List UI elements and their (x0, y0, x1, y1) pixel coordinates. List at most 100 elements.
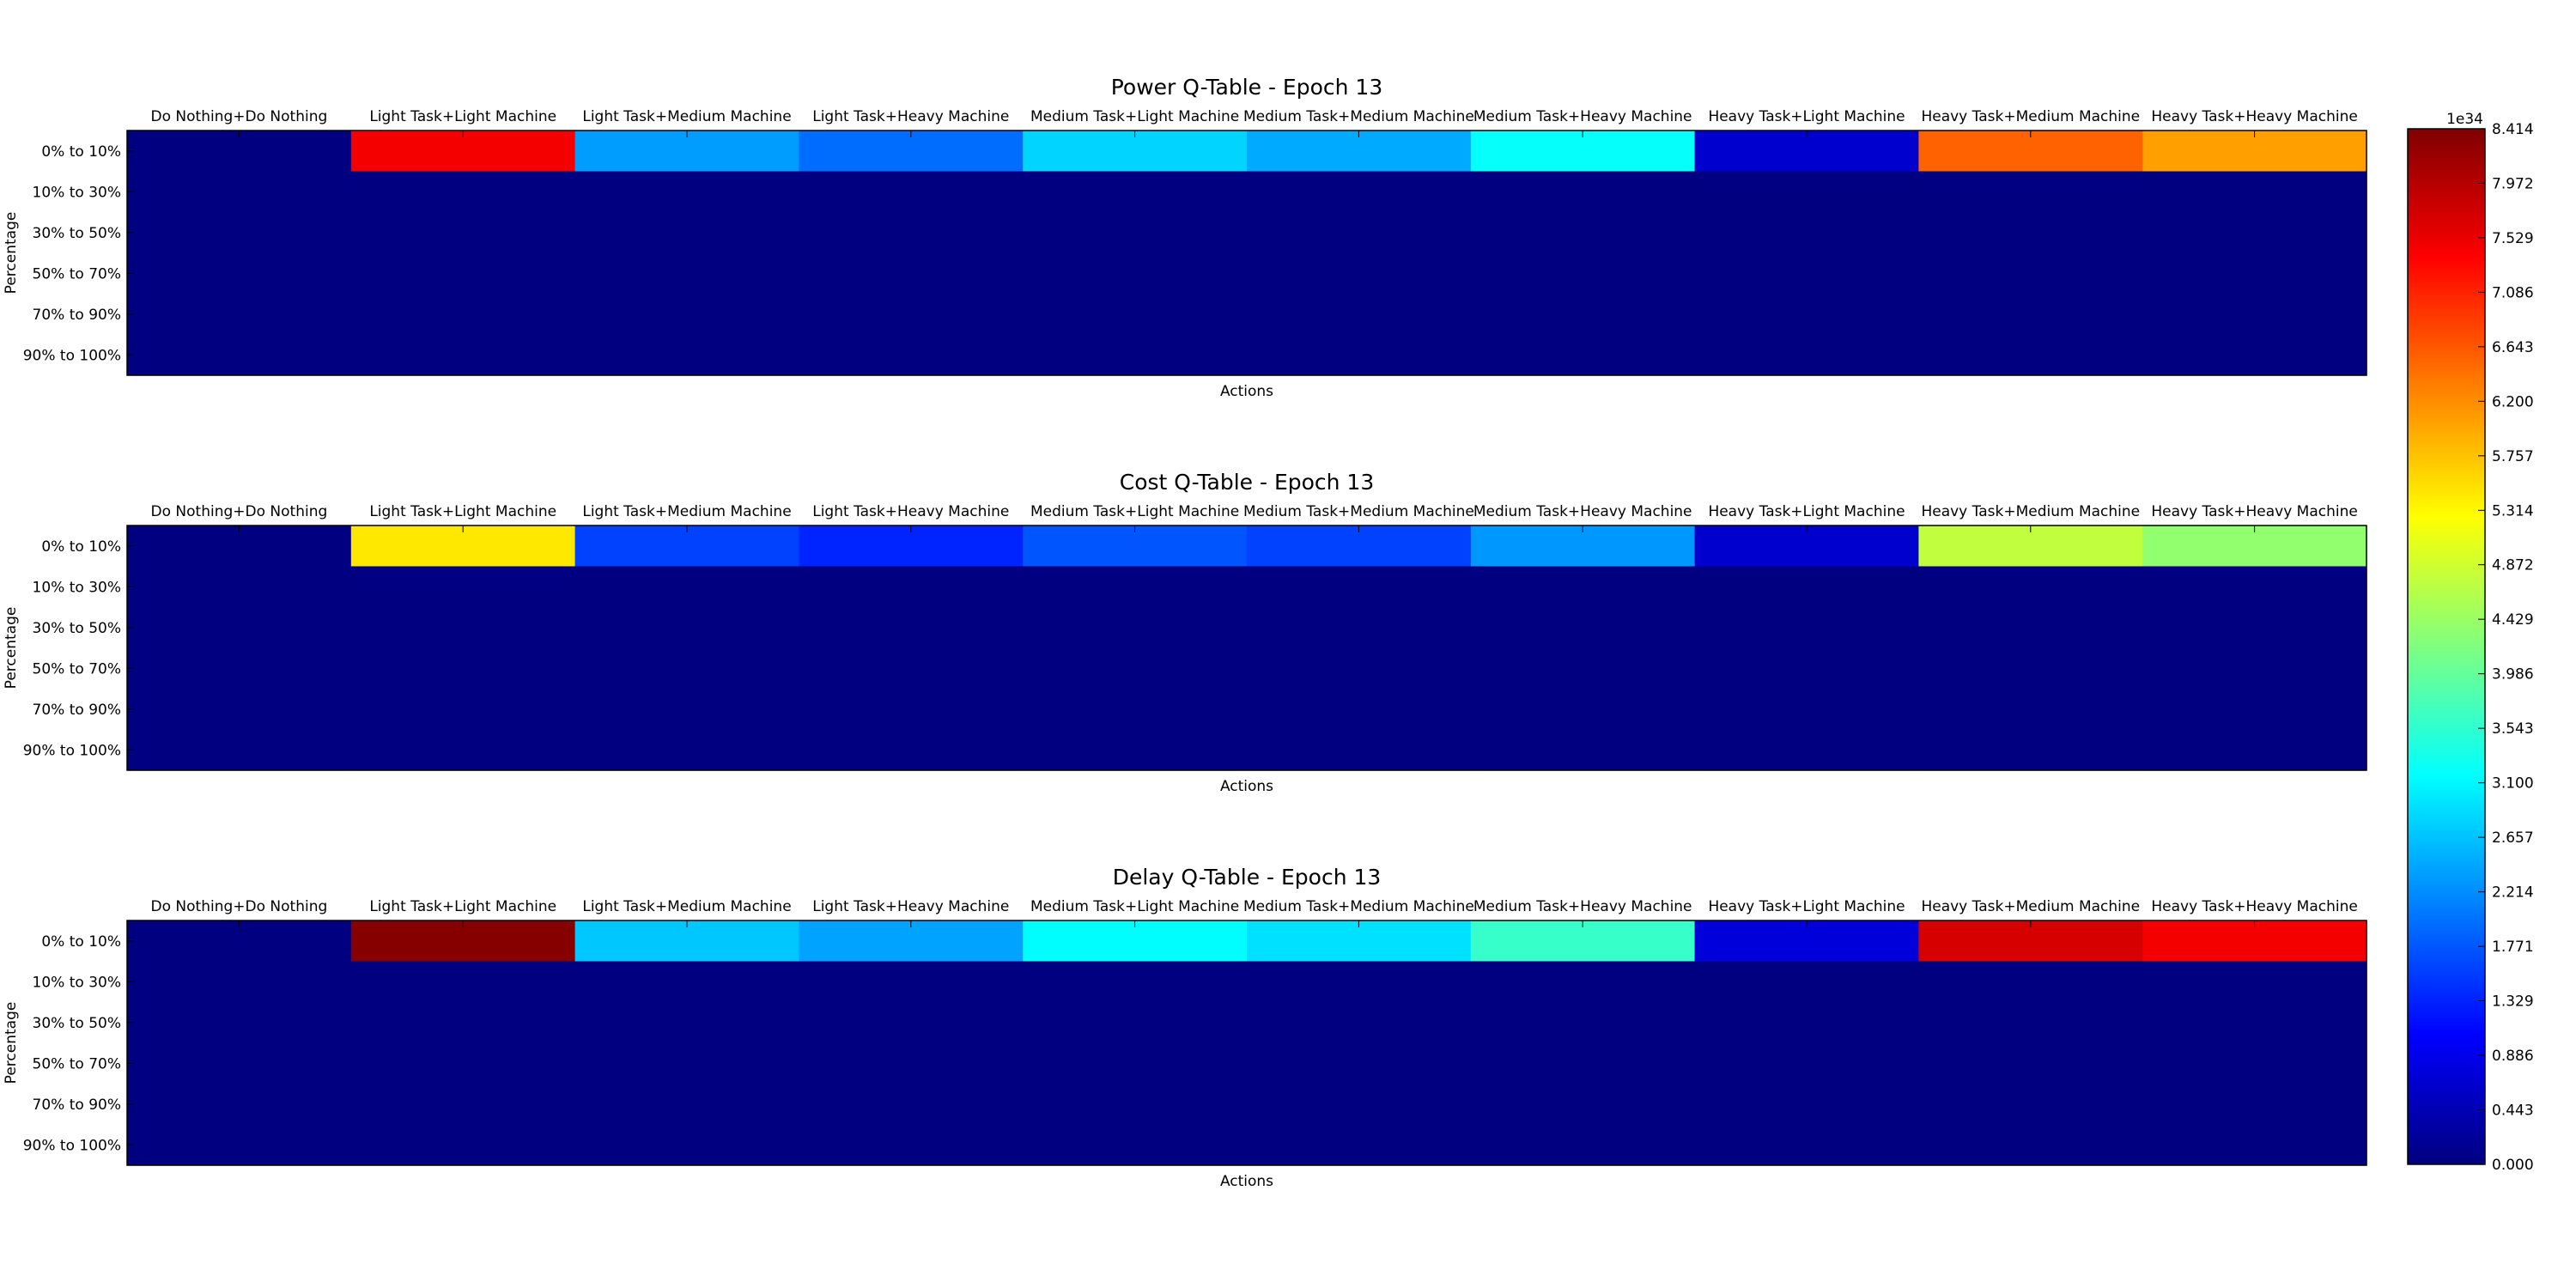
colorbar-tick-label: 3.100 (2492, 775, 2534, 793)
heatmap-cell (799, 961, 1024, 1003)
chart-title: Delay Q-Table - Epoch 13 (1113, 865, 1382, 890)
heatmap-cell (1247, 294, 1472, 336)
heatmap-cell (350, 920, 576, 963)
heatmap-cell (1247, 212, 1472, 254)
heatmap-cell (1247, 1042, 1472, 1084)
heatmap-cell (1470, 920, 1696, 963)
heatmap-cell (1023, 729, 1248, 771)
heatmap-cell (350, 252, 576, 295)
heatmap-cell (127, 920, 352, 963)
heatmap-cell (127, 131, 352, 173)
y-axis-label: Percentage (3, 212, 20, 295)
plot-frame (126, 525, 2367, 771)
x-tick-label: Heavy Task+Medium Machine (1921, 108, 2140, 125)
colorbar-tick-label: 0.443 (2492, 1103, 2534, 1120)
heatmap-cell (127, 334, 352, 376)
heatmap-cell (574, 1084, 799, 1126)
heatmap-cell (1247, 920, 1472, 963)
heatmap-cell (1694, 1002, 1919, 1044)
heatmap-cell (799, 252, 1024, 295)
x-tick-label: Medium Task+Light Machine (1030, 503, 1239, 520)
heatmap-cell (1694, 729, 1919, 771)
heatmap-cell (2142, 252, 2367, 295)
x-tick-label: Heavy Task+Medium Machine (1921, 503, 2140, 520)
heatmap-cell (1694, 171, 1919, 213)
heatmap-cell (799, 729, 1024, 771)
x-tick-label: Medium Task+Heavy Machine (1473, 108, 1692, 125)
heatmap-cell (1023, 566, 1248, 608)
heatmap-cell (1247, 689, 1472, 731)
heatmap-cell (1023, 171, 1248, 213)
colorbar-tick-label: 0.000 (2492, 1157, 2534, 1174)
heatmap-cell (1247, 1002, 1472, 1044)
heatmap-cell (127, 526, 352, 568)
x-tick-label: Heavy Task+Light Machine (1708, 108, 1905, 125)
heatmap-cell (799, 212, 1024, 254)
heatmap-cell (1470, 131, 1696, 173)
heatmap-cell (1023, 607, 1248, 649)
heatmap-cell (1694, 920, 1919, 963)
heatmap-cell (127, 647, 352, 690)
heatmap-cell (1247, 729, 1472, 771)
heatmap-cell (2142, 607, 2367, 649)
heatmap-cell (2142, 334, 2367, 376)
x-axis-label: Actions (1220, 1173, 1273, 1190)
y-tick-label: 50% to 70% (33, 660, 121, 677)
heatmap-cell (1247, 526, 1472, 568)
heatmap-cell (1918, 689, 2143, 731)
heatmap-cell (2142, 294, 2367, 336)
x-tick-label: Medium Task+Heavy Machine (1473, 503, 1692, 520)
heatmap-cell (1470, 607, 1696, 649)
colorbar-tick-label: 4.872 (2492, 557, 2534, 574)
heatmap-cell (1918, 1042, 2143, 1084)
colorbar-tick-label: 7.529 (2492, 230, 2534, 247)
heatmap-cell (799, 1002, 1024, 1044)
heatmap-cell (1694, 647, 1919, 690)
heatmap-cell (1918, 607, 2143, 649)
heatmap-cell (1918, 294, 2143, 336)
heatmap-cell (1470, 1002, 1696, 1044)
plot-frame (126, 130, 2367, 376)
heatmap-cell (1247, 171, 1472, 213)
y-tick-label: 0% to 10% (41, 143, 121, 161)
heatmap-cell (574, 252, 799, 295)
heatmap-cell (127, 252, 352, 295)
colorbar-gradient (2408, 129, 2485, 1164)
heatmap-cell (574, 729, 799, 771)
colorbar-tick-label: 0.886 (2492, 1048, 2534, 1065)
heatmap-cell (1470, 647, 1696, 690)
heatmap-cell (350, 526, 576, 568)
heatmap-cell (1023, 1124, 1248, 1166)
x-axis-label: Actions (1220, 778, 1273, 795)
y-tick-label: 50% to 70% (33, 265, 121, 283)
heatmap-cell (127, 607, 352, 649)
heatmap-cell (350, 1002, 576, 1044)
heatmap-cell (799, 526, 1024, 568)
x-tick-label: Light Task+Heavy Machine (812, 108, 1009, 125)
heatmap-cell (2142, 212, 2367, 254)
heatmap-cell (1470, 171, 1696, 213)
heatmap-cell (2142, 566, 2367, 608)
x-tick-label: Light Task+Heavy Machine (812, 898, 1009, 915)
colorbar-tick-label: 2.657 (2492, 829, 2534, 847)
heatmap-cell (574, 566, 799, 608)
heatmap-cell (574, 1042, 799, 1084)
y-tick-label: 10% to 30% (33, 974, 121, 991)
heatmap-cell (1023, 1002, 1248, 1044)
heatmap-cell (1694, 526, 1919, 568)
heatmap-cell (1247, 1124, 1472, 1166)
heatmap-cell (1470, 526, 1696, 568)
heatmap-cell (1694, 334, 1919, 376)
heatmap-cell (2142, 1084, 2367, 1126)
x-tick-label: Light Task+Light Machine (369, 108, 556, 125)
heatmap-cell (1247, 252, 1472, 295)
y-tick-label: 30% to 50% (33, 620, 121, 637)
heatmap-cell (2142, 920, 2367, 963)
colorbar: 0.000 0.443 0.886 1.329 1.771 2.214 2.657 3.100… (2407, 111, 2534, 1174)
heatmap-cell (127, 961, 352, 1003)
heatmap-cell (799, 1084, 1024, 1126)
heatmap-cell (127, 1002, 352, 1044)
heatmap-cell (127, 566, 352, 608)
heatmap-cell (1247, 566, 1472, 608)
heatmap-cell (799, 1124, 1024, 1166)
